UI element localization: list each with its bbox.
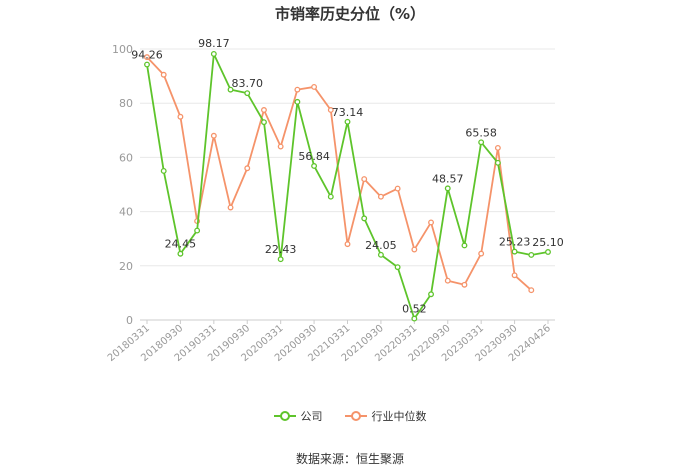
industry-point	[160, 71, 167, 78]
data-label: 65.58	[465, 126, 497, 139]
industry-point	[428, 219, 434, 226]
data-label: 25.23	[499, 236, 531, 249]
company-point	[394, 264, 401, 271]
industry-point	[394, 185, 401, 192]
industry-point	[478, 250, 485, 257]
data-label: 24.05	[365, 239, 397, 252]
company-point	[344, 118, 351, 125]
company-point	[160, 167, 167, 174]
industry-point	[344, 241, 351, 248]
company-point	[144, 61, 150, 68]
data-label: 73.14	[332, 106, 364, 119]
data-label: 25.10	[532, 236, 564, 249]
company-point	[177, 250, 184, 257]
company-series-line	[146, 53, 549, 320]
company-point	[327, 193, 334, 200]
y-tick-label: 80	[119, 97, 133, 110]
company-point	[494, 159, 501, 166]
industry-point	[528, 287, 535, 294]
data-label-layer: 94.26 24.45 98.17 83.70 22.43 56.84 73.14 24.05…	[131, 37, 564, 316]
company-point	[461, 242, 468, 249]
y-tick-label: 100	[112, 43, 133, 56]
industry-series-line	[146, 56, 532, 291]
legend-company-label: 公司	[300, 410, 323, 423]
legend-item-industry[interactable]: 行业中位数	[344, 408, 427, 424]
data-label: 22.43	[265, 243, 297, 256]
company-point	[311, 163, 318, 169]
company-point	[528, 252, 535, 258]
industry-point	[210, 132, 217, 139]
company-point	[277, 256, 284, 263]
company-point	[444, 185, 451, 192]
company-point	[478, 139, 485, 146]
company-point	[244, 90, 251, 97]
axis-layer: 0204060801002018033120180930201903312019…	[106, 43, 555, 364]
y-tick-label: 20	[119, 260, 133, 273]
data-label: 83.70	[232, 77, 264, 90]
company-point	[411, 315, 418, 322]
company-point	[227, 86, 234, 93]
legend-item-company[interactable]: 公司	[273, 408, 323, 424]
industry-point	[261, 107, 267, 113]
y-tick-label: 0	[126, 314, 133, 327]
industry-point	[361, 176, 368, 183]
industry-point	[294, 86, 301, 93]
industry-point	[244, 165, 251, 172]
company-point	[361, 215, 368, 222]
industry-point	[177, 113, 184, 120]
legend-industry-label: 行业中位数	[371, 410, 427, 423]
company-point	[545, 249, 551, 255]
company-point	[261, 119, 267, 126]
y-tick-label: 40	[119, 206, 133, 219]
data-source: 数据来源：恒生聚源	[295, 452, 404, 466]
industry-point	[311, 83, 318, 90]
company-point	[194, 227, 201, 234]
company-point	[377, 251, 384, 258]
data-label: 56.84	[298, 150, 330, 163]
company-point	[511, 248, 518, 255]
legend-company-marker-icon	[273, 411, 296, 421]
chart-title: 市销率历史分位（%）	[274, 5, 426, 23]
company-point	[428, 291, 434, 298]
industry-point	[411, 246, 418, 253]
industry-point	[494, 144, 501, 151]
series-layer	[144, 51, 551, 322]
industry-point	[144, 54, 150, 61]
industry-point	[461, 281, 468, 288]
legend: 公司 行业中位数	[0, 408, 700, 424]
data-label: 0.52	[402, 303, 427, 316]
industry-point	[277, 143, 284, 150]
data-label: 48.57	[432, 172, 464, 185]
company-point	[210, 51, 217, 57]
industry-point	[327, 107, 334, 113]
data-label: 24.45	[165, 238, 197, 251]
y-tick-label: 60	[119, 151, 133, 164]
industry-point	[377, 193, 384, 200]
data-label: 98.17	[198, 37, 230, 50]
industry-point	[227, 204, 234, 211]
legend-industry-marker-icon	[344, 411, 367, 421]
industry-point	[444, 277, 451, 284]
data-label: 94.26	[131, 49, 163, 62]
industry-point	[511, 272, 518, 279]
grid-layer	[140, 48, 555, 267]
company-point	[294, 98, 301, 105]
